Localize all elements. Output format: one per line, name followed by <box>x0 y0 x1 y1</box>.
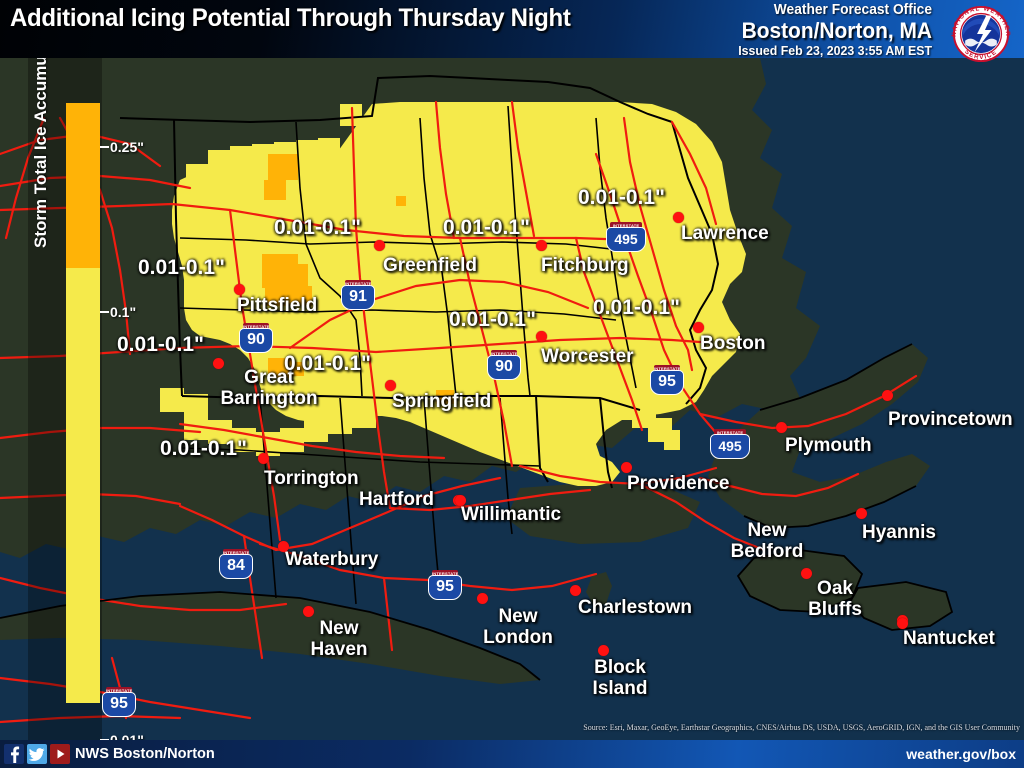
twitter-icon[interactable] <box>27 744 47 764</box>
shield-route-number: 90 <box>239 328 273 353</box>
shield-route-number: 495 <box>710 434 750 459</box>
landmass-block-island <box>586 572 612 606</box>
map-graphics <box>0 58 1024 740</box>
city-dot-charlestown[interactable] <box>570 585 581 596</box>
ice-area-yellow <box>172 102 746 486</box>
legend-tick-dash <box>100 146 109 149</box>
footer-social-handle[interactable]: NWS Boston/Norton <box>75 745 215 762</box>
legend-segment-0.1-0.25 <box>66 103 100 268</box>
footer-bar: NWS Boston/Norton weather.gov/box <box>0 740 1024 768</box>
legend-tick-1: 0.1" <box>100 304 180 320</box>
issued-timestamp: Issued Feb 23, 2023 3:55 AM EST <box>738 43 932 58</box>
landmass-nantucket <box>850 582 952 630</box>
interstate-shield-95: INTERSTATE 95 <box>102 687 136 717</box>
shield-route-number: 95 <box>428 575 462 600</box>
interstate-shield-495: INTERSTATE 495 <box>606 222 646 252</box>
landmass-long-island <box>0 592 540 684</box>
city-dot-boston[interactable] <box>693 322 704 333</box>
city-dot-waterbury[interactable] <box>278 541 289 552</box>
city-dot-fitchburg[interactable] <box>536 240 547 251</box>
interstate-shield-495: INTERSTATE 495 <box>710 429 750 459</box>
footer-website-url[interactable]: weather.gov/box <box>906 746 1016 762</box>
office-label: Weather Forecast Office <box>773 2 932 18</box>
interstate-shield-91: INTERSTATE 91 <box>341 280 375 310</box>
city-dot-torrington[interactable] <box>258 453 269 464</box>
ice-area-orange <box>262 154 454 404</box>
city-dot-lawrence[interactable] <box>673 212 684 223</box>
legend-tick-0: 0.25" <box>100 139 180 155</box>
office-name: Boston/Norton, MA <box>741 18 932 43</box>
state-county-borders <box>119 74 720 605</box>
nws-logo-icon: NATIONAL WEATHER SERVICE <box>940 1 1022 67</box>
city-dot-springfield[interactable] <box>385 380 396 391</box>
coastline <box>0 343 954 681</box>
shield-banner: INTERSTATE <box>654 365 681 372</box>
shield-banner: INTERSTATE <box>223 549 250 556</box>
city-dot-oak-bluffs[interactable] <box>897 618 908 629</box>
shield-banner: INTERSTATE <box>714 429 746 436</box>
city-dot-plymouth[interactable] <box>776 422 787 433</box>
page-title: Additional Icing Potential Through Thurs… <box>10 4 571 32</box>
city-dot-worcester[interactable] <box>536 331 547 342</box>
legend-tick-label: 0.1" <box>110 304 137 320</box>
shield-banner: INTERSTATE <box>491 350 518 357</box>
source-attribution: Source: Esri, Maxar, GeoEye, Earthstar G… <box>583 723 1020 732</box>
shield-route-number: 95 <box>650 370 684 395</box>
landmass-marthas-vineyard <box>738 550 862 612</box>
shield-route-number: 84 <box>219 554 253 579</box>
facebook-icon[interactable] <box>4 744 24 764</box>
city-dot-hyannis[interactable] <box>856 508 867 519</box>
interstate-shield-95: INTERSTATE 95 <box>428 570 462 600</box>
shield-banner: INTERSTATE <box>610 222 642 229</box>
city-dot-willimantic[interactable] <box>455 495 466 506</box>
city-dot-block-island[interactable] <box>598 645 609 656</box>
legend-tick-label: 0.25" <box>110 139 144 155</box>
city-dot-new-bedford[interactable] <box>801 568 812 579</box>
legend-tick-dash <box>100 311 109 314</box>
interstate-shield-90: INTERSTATE 90 <box>239 323 273 353</box>
youtube-icon[interactable] <box>50 744 70 764</box>
city-dot-new-london[interactable] <box>477 593 488 604</box>
landmass-south-shore-ri <box>506 482 700 544</box>
city-dot-providence[interactable] <box>621 462 632 473</box>
shield-route-number: 495 <box>606 227 646 252</box>
shield-banner: INTERSTATE <box>243 323 270 330</box>
interstate-shield-84: INTERSTATE 84 <box>219 549 253 579</box>
city-dot-provincetown[interactable] <box>882 390 893 401</box>
city-dot-greenfield[interactable] <box>374 240 385 251</box>
shield-route-number: 90 <box>487 355 521 380</box>
header-bar: Additional Icing Potential Through Thurs… <box>0 0 1024 63</box>
city-dot-new-haven[interactable] <box>303 606 314 617</box>
map-canvas[interactable]: Greenfield Fitchburg Lawrence Pittsfield Wor… <box>0 58 1024 740</box>
interstate-shield-95: INTERSTATE 95 <box>650 365 684 395</box>
landmass-cape-cod <box>708 344 930 528</box>
shield-banner: INTERSTATE <box>345 280 372 287</box>
city-dot-pittsfield[interactable] <box>234 284 245 295</box>
shield-route-number: 95 <box>102 692 136 717</box>
legend-gradient-bar <box>66 103 100 703</box>
legend-segment-0.01-0.1 <box>66 268 100 703</box>
city-dot-great-barrington[interactable] <box>213 358 224 369</box>
forecast-office-block: Weather Forecast Office Boston/Norton, M… <box>728 2 932 58</box>
legend-colorbar: Storm Total Ice Accumulation (in) 0.25" 0… <box>0 0 144 748</box>
shield-banner: INTERSTATE <box>106 687 133 694</box>
interstate-shield-90: INTERSTATE 90 <box>487 350 521 380</box>
shield-route-number: 91 <box>341 285 375 310</box>
shield-banner: INTERSTATE <box>432 570 459 577</box>
